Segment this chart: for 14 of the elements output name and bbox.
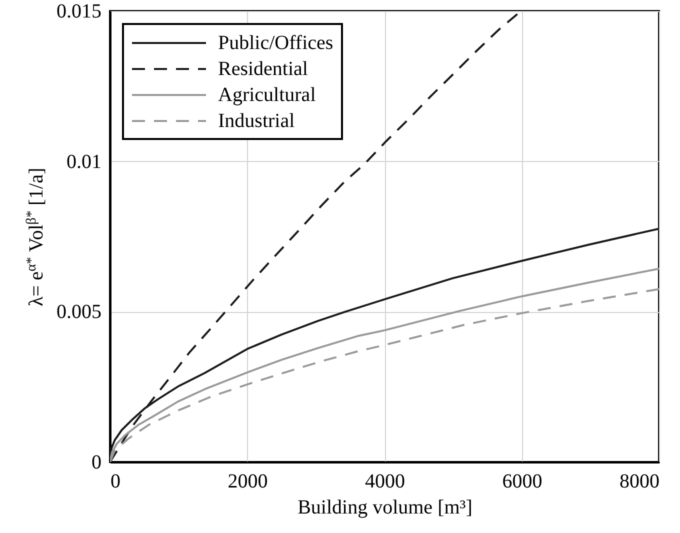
y-tick-label: 0.01 (66, 150, 102, 173)
x-tick-label: 4000 (365, 470, 405, 492)
legend-label: Industrial (218, 110, 296, 132)
legend-label: Agricultural (218, 84, 316, 106)
x-tick-label: 6000 (502, 470, 542, 492)
y-tick-label: 0.005 (56, 301, 102, 324)
legend-label: Public/Offices (218, 32, 334, 54)
x-tick-label: 2000 (228, 470, 268, 492)
legend-label: Residential (218, 58, 308, 80)
y-tick-label: 0.015 (56, 0, 102, 22)
x-axis-title: Building volume [m³] (298, 496, 472, 518)
x-tick-label: 0 (110, 470, 120, 492)
y-tick-label: 0 (92, 452, 102, 474)
x-tick-label: 8000 (620, 470, 660, 492)
